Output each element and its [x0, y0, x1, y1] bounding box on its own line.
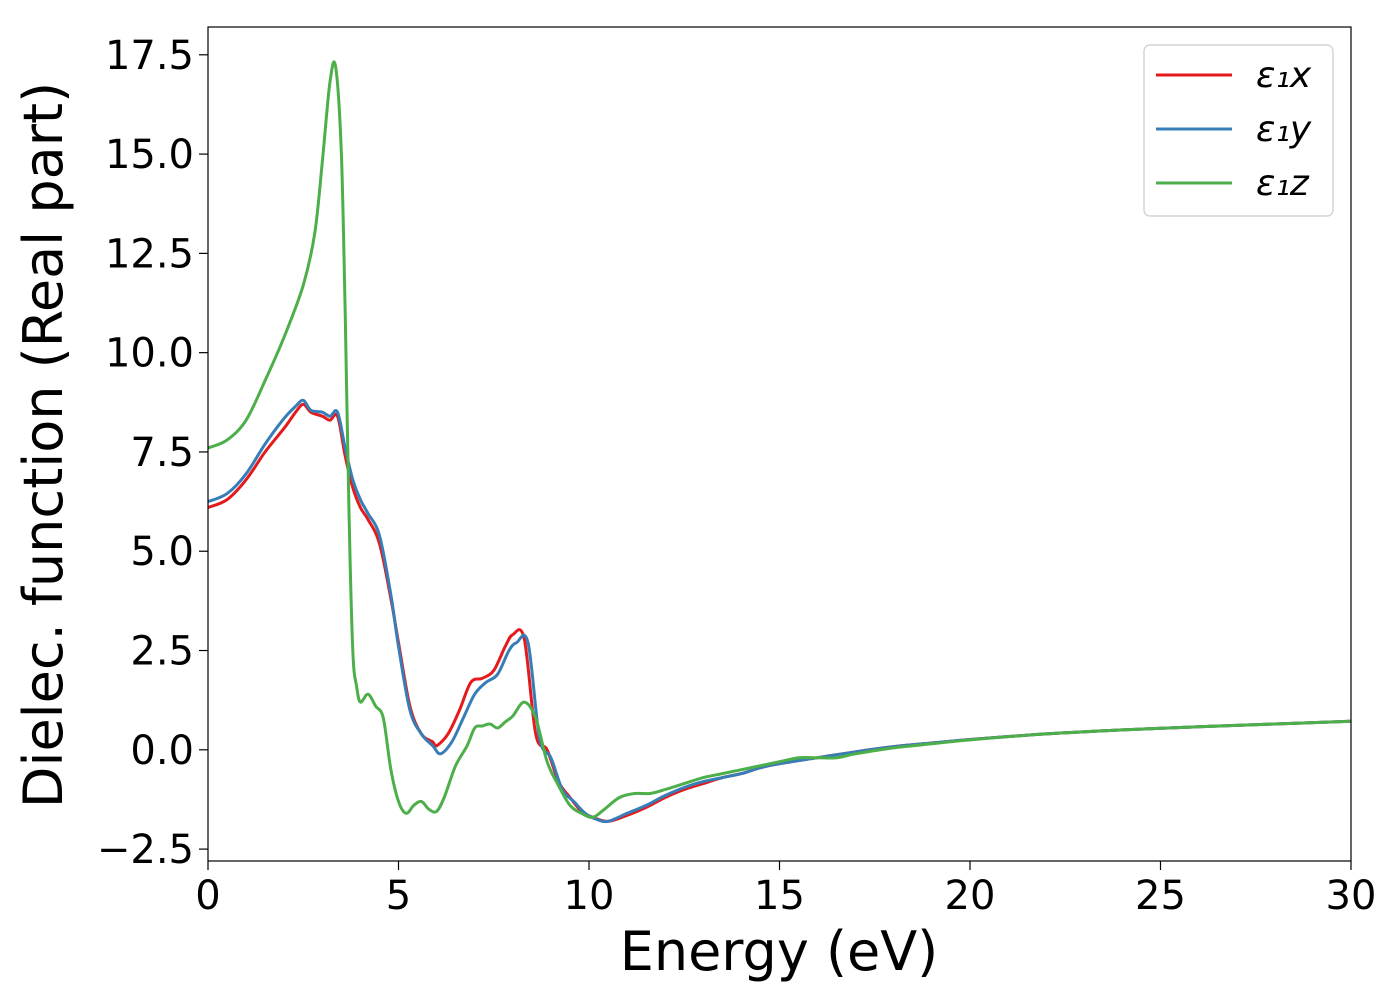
legend-box	[1143, 44, 1334, 217]
y-tick-label: 12.5	[105, 231, 194, 277]
x-tick-label: 0	[195, 873, 220, 919]
y-tick-label: 0.0	[130, 728, 194, 774]
y-axis-title: Dielec. function (Real part)	[12, 82, 75, 808]
legend: ε₁x ε₁y ε₁z	[1143, 44, 1334, 217]
legend-label: ε₁y	[1256, 109, 1312, 150]
y-tick-label: 10.0	[105, 331, 194, 377]
series-line-2	[208, 60, 1351, 819]
series-lines	[208, 60, 1351, 824]
legend-label: ε₁x	[1256, 55, 1312, 96]
y-tick-label: 5.0	[130, 529, 194, 575]
x-tick-label: 5	[386, 873, 411, 919]
y-tick-label: −2.5	[97, 827, 194, 873]
y-tick-label: 7.5	[130, 430, 194, 476]
y-tick-label: 17.5	[105, 33, 194, 79]
x-tick-label: 20	[945, 873, 996, 919]
x-tick-label: 30	[1326, 873, 1377, 919]
legend-label: ε₁z	[1256, 163, 1310, 204]
y-tick-label: 15.0	[105, 132, 194, 178]
x-tick-label: 15	[754, 873, 805, 919]
y-axis-ticks: −2.5 0.0 2.5 5.0 7.5 10.0 12.5 15.0 17.5	[97, 33, 208, 873]
x-tick-label: 10	[564, 873, 615, 919]
x-axis-ticks: 0 5 10 15 20 25 30	[195, 861, 1376, 919]
y-tick-label: 2.5	[130, 629, 194, 675]
x-axis-title: Energy (eV)	[620, 920, 939, 983]
x-tick-label: 25	[1135, 873, 1186, 919]
